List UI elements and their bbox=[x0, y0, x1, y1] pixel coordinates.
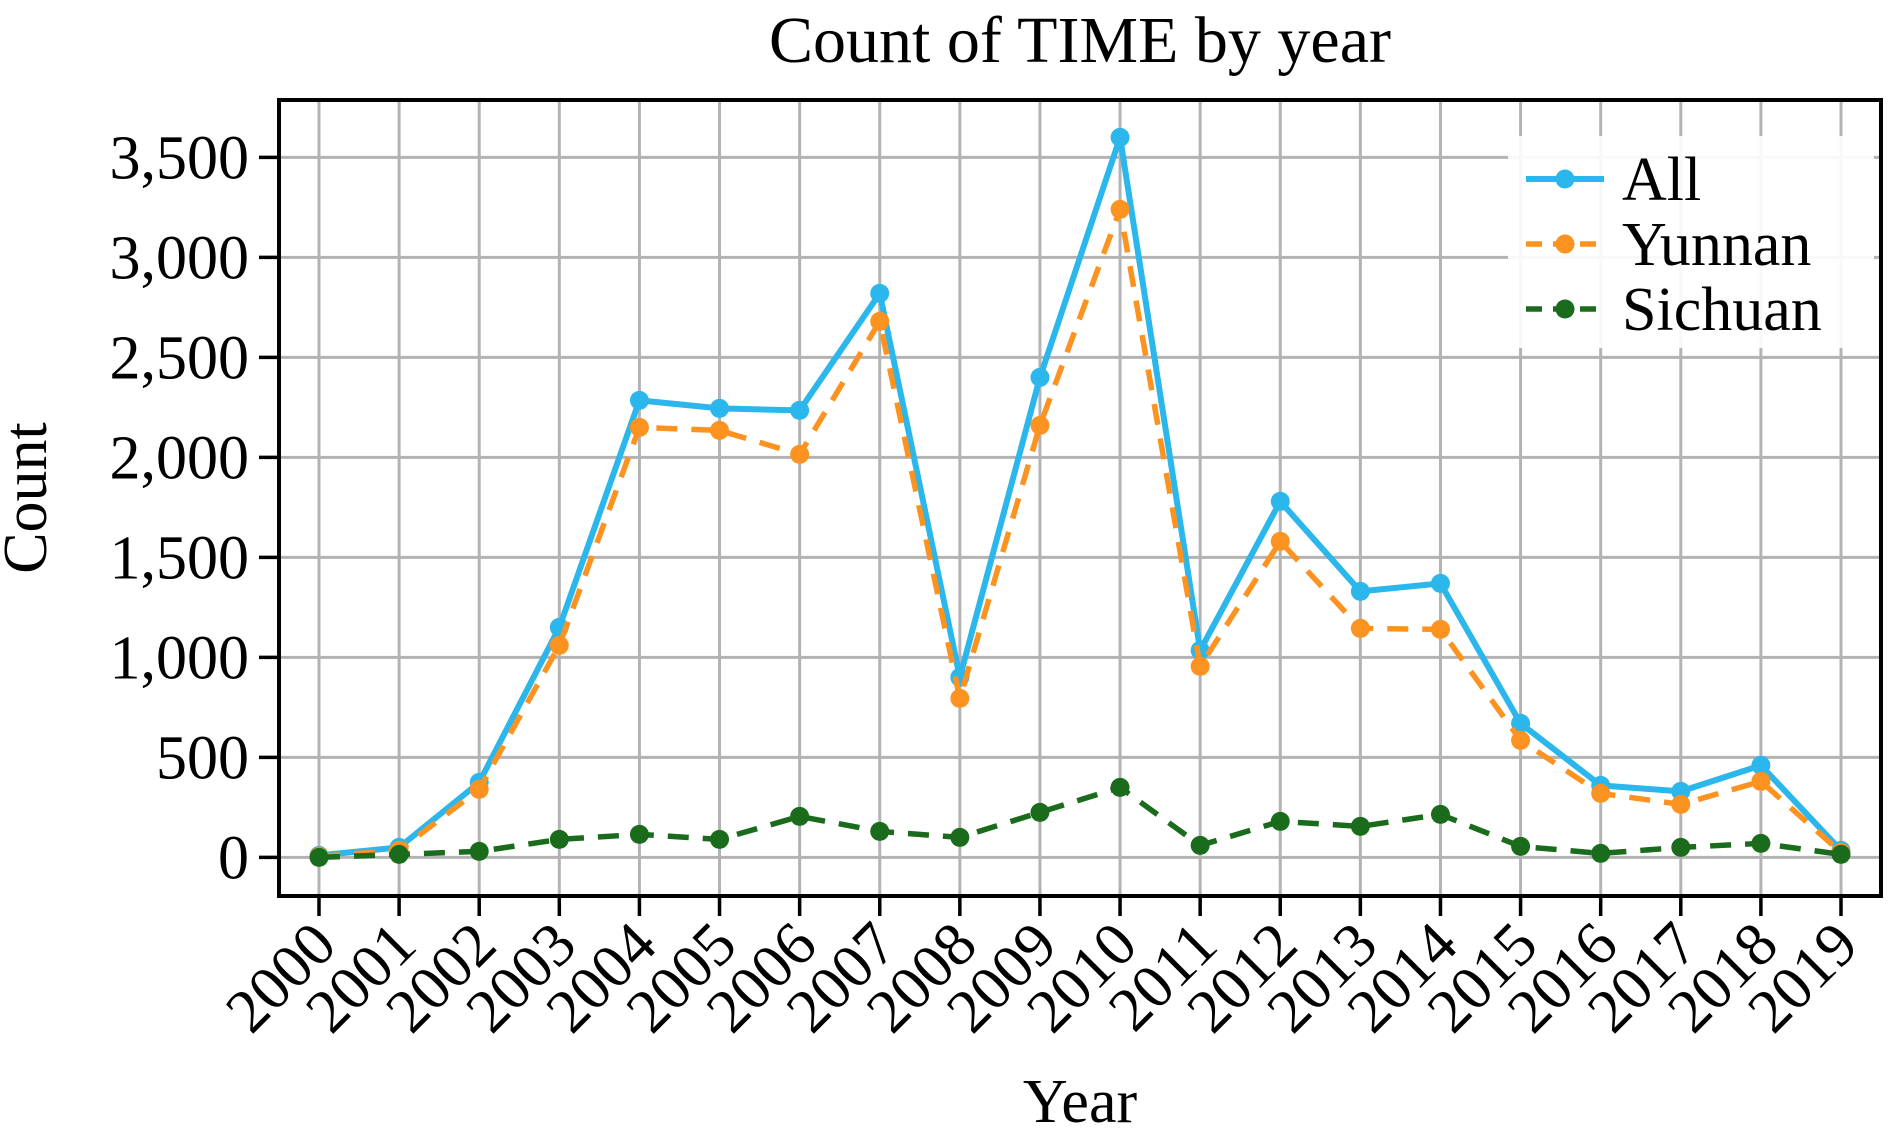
series-layer bbox=[309, 127, 1851, 867]
legend: All Yunnan Sichuan bbox=[1508, 136, 1874, 348]
y-axis-title: Count bbox=[0, 422, 60, 574]
y-tick-label: 2,500 bbox=[110, 324, 250, 392]
axes-layer bbox=[259, 98, 1883, 916]
y-tick-label: 3,000 bbox=[110, 224, 250, 292]
y-tick-label: 2,000 bbox=[110, 424, 250, 492]
x-axis-title: Year bbox=[1023, 1068, 1138, 1136]
legend-samples-layer bbox=[1526, 169, 1604, 319]
y-tick-label: 1,000 bbox=[110, 624, 250, 692]
legend-label-all: All bbox=[1622, 146, 1701, 214]
y-tick-label: 1,500 bbox=[110, 524, 250, 592]
y-tick-label: 500 bbox=[156, 724, 249, 792]
y-tick-label: 0 bbox=[218, 824, 249, 892]
legend-label-sichuan: Sichuan bbox=[1622, 276, 1822, 344]
y-tick-label: 3,500 bbox=[110, 124, 250, 192]
chart-title: Count of TIME by year bbox=[769, 4, 1391, 77]
legend-label-yunnan: Yunnan bbox=[1622, 211, 1811, 279]
